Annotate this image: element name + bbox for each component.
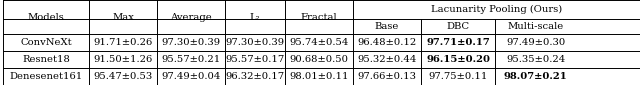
Text: Models: Models <box>28 12 65 22</box>
Text: 97.71±0.17: 97.71±0.17 <box>426 38 490 47</box>
Text: 91.71±0.26: 91.71±0.26 <box>93 38 153 47</box>
Text: 95.57±0.21: 95.57±0.21 <box>162 55 221 64</box>
Text: 95.35±0.24: 95.35±0.24 <box>506 55 566 64</box>
Text: Lacunarity Pooling (Ours): Lacunarity Pooling (Ours) <box>431 5 562 14</box>
Text: 96.32±0.17: 96.32±0.17 <box>225 72 285 81</box>
Text: 98.01±0.11: 98.01±0.11 <box>289 72 348 81</box>
Text: Denesenet161: Denesenet161 <box>10 72 83 81</box>
Text: 95.47±0.53: 95.47±0.53 <box>93 72 153 81</box>
Text: 95.74±0.54: 95.74±0.54 <box>289 38 348 47</box>
Text: 95.32±0.44: 95.32±0.44 <box>357 55 417 64</box>
Text: 91.50±1.26: 91.50±1.26 <box>93 55 153 64</box>
Text: Max: Max <box>112 12 134 22</box>
Text: 97.66±0.13: 97.66±0.13 <box>357 72 417 81</box>
Text: 97.30±0.39: 97.30±0.39 <box>225 38 285 47</box>
Text: ConvNeXt: ConvNeXt <box>20 38 72 47</box>
Text: 96.15±0.20: 96.15±0.20 <box>426 55 490 64</box>
Text: 97.49±0.04: 97.49±0.04 <box>162 72 221 81</box>
Text: Resnet18: Resnet18 <box>22 55 70 64</box>
Text: 90.68±0.50: 90.68±0.50 <box>289 55 348 64</box>
Text: Multi-scale: Multi-scale <box>508 22 564 31</box>
Text: 97.75±0.11: 97.75±0.11 <box>429 72 488 81</box>
Text: DBC: DBC <box>447 22 470 31</box>
Text: 96.48±0.12: 96.48±0.12 <box>357 38 417 47</box>
Text: L₂: L₂ <box>250 12 260 22</box>
Text: 97.49±0.30: 97.49±0.30 <box>506 38 566 47</box>
Text: 98.07±0.21: 98.07±0.21 <box>504 72 568 81</box>
Text: Fractal: Fractal <box>300 12 337 22</box>
Text: 97.30±0.39: 97.30±0.39 <box>162 38 221 47</box>
Text: 95.57±0.17: 95.57±0.17 <box>225 55 285 64</box>
Text: Base: Base <box>374 22 399 31</box>
Text: Average: Average <box>170 12 212 22</box>
